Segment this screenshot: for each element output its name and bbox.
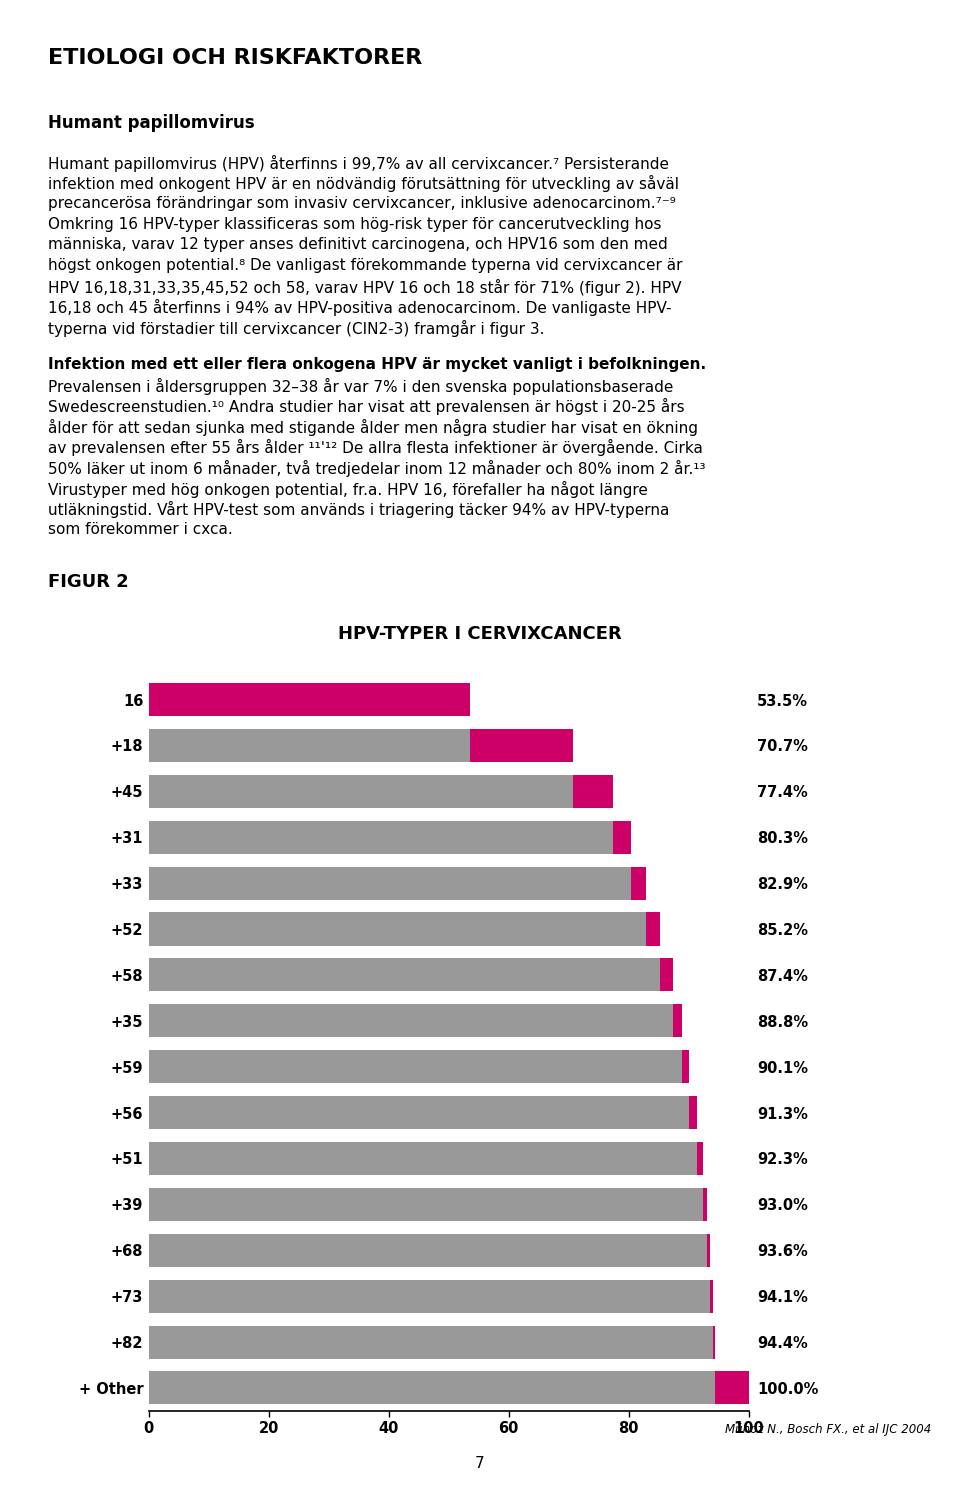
Bar (689, 1096, 697, 1129)
Text: 16,18 och 45 återfinns i 94% av HPV-positiva adenocarcinom. De vanligaste HPV-: 16,18 och 45 återfinns i 94% av HPV-posi… (48, 299, 671, 317)
Text: HPV-TYPER I CERVIXCANCER: HPV-TYPER I CERVIXCANCER (338, 626, 622, 643)
Bar (149, 1005, 673, 1038)
Bar (149, 1142, 697, 1175)
Bar (707, 1233, 710, 1266)
Text: infektion med onkogent HPV är en nödvändig förutsättning för utveckling av såväl: infektion med onkogent HPV är en nödvänd… (48, 175, 679, 193)
Bar (697, 1142, 703, 1175)
Text: typerna vid förstadier till cervixcancer (CIN2-3) framgår i figur 3.: typerna vid förstadier till cervixcancer… (48, 320, 544, 337)
Bar (149, 1188, 703, 1221)
Bar (149, 959, 660, 991)
Text: människa, varav 12 typer anses definitivt carcinogena, och HPV16 som den med: människa, varav 12 typer anses definitiv… (48, 237, 668, 252)
Text: Omkring 16 HPV-typer klassificeras som hög-risk typer för cancerutveckling hos: Omkring 16 HPV-typer klassificeras som h… (48, 216, 661, 231)
Text: ETIOLOGI OCH RISKFAKTORER: ETIOLOGI OCH RISKFAKTORER (48, 48, 422, 67)
Text: av prevalensen efter 55 års ålder ¹¹'¹² De allra flesta infektioner är övergåend: av prevalensen efter 55 års ålder ¹¹'¹² … (48, 439, 703, 457)
Bar (613, 821, 631, 854)
Bar (149, 729, 469, 761)
Bar (673, 1005, 682, 1038)
Text: 7: 7 (475, 1456, 485, 1471)
Bar (149, 1280, 710, 1312)
Bar (149, 821, 613, 854)
Bar (573, 775, 613, 808)
Text: ålder för att sedan sjunka med stigande ålder men några studier har visat en ökn: ålder för att sedan sjunka med stigande … (48, 418, 698, 436)
Bar (149, 866, 631, 900)
Text: precancerösa förändringar som invasiv cervixcancer, inklusive adenocarcinom.⁷⁻⁹: precancerösa förändringar som invasiv ce… (48, 196, 676, 211)
Bar (715, 1372, 749, 1405)
Bar (703, 1188, 707, 1221)
Text: Infektion med ett eller flera onkogena HPV är mycket vanligt i befolkningen.: Infektion med ett eller flera onkogena H… (48, 357, 707, 372)
Text: som förekommer i cxca.: som förekommer i cxca. (48, 523, 232, 537)
Text: Swedescreenstudien.¹⁰ Andra studier har visat att prevalensen är högst i 20-25 å: Swedescreenstudien.¹⁰ Andra studier har … (48, 399, 684, 415)
Bar (631, 866, 646, 900)
Bar (149, 1233, 707, 1266)
Text: FIGUR 2: FIGUR 2 (48, 573, 129, 591)
Text: Münoz N., Bosch FX., et al IJC 2004: Münoz N., Bosch FX., et al IJC 2004 (725, 1423, 931, 1436)
Text: högst onkogen potential.⁸ De vanligast förekommande typerna vid cervixcancer är: högst onkogen potential.⁸ De vanligast f… (48, 258, 683, 273)
Text: Virustyper med hög onkogen potential, fr.a. HPV 16, förefaller ha något längre: Virustyper med hög onkogen potential, fr… (48, 481, 648, 497)
Text: 50% läker ut inom 6 månader, två tredjedelar inom 12 månader och 80% inom 2 år.¹: 50% läker ut inom 6 månader, två tredjed… (48, 460, 706, 478)
Bar (149, 1050, 682, 1084)
Bar (149, 775, 573, 808)
Bar (149, 1372, 715, 1405)
Bar (713, 1326, 715, 1359)
Bar (149, 1326, 713, 1359)
Bar (149, 912, 646, 945)
Bar (149, 682, 469, 717)
Bar (660, 959, 673, 991)
Text: Humant papillomvirus (HPV) återfinns i 99,7% av all cervixcancer.⁷ Persisterande: Humant papillomvirus (HPV) återfinns i 9… (48, 155, 669, 172)
Bar (646, 912, 660, 945)
Text: Humant papillomvirus: Humant papillomvirus (48, 115, 254, 133)
Text: utläkningstid. Vårt HPV-test som används i triagering täcker 94% av HPV-typerna: utläkningstid. Vårt HPV-test som används… (48, 502, 669, 518)
Text: Prevalensen i åldersgruppen 32–38 år var 7% i den svenska populationsbaserade: Prevalensen i åldersgruppen 32–38 år var… (48, 378, 673, 394)
Bar (469, 729, 573, 761)
Bar (149, 1096, 689, 1129)
Text: HPV 16,18,31,33,35,45,52 och 58, varav HPV 16 och 18 står för 71% (figur 2). HPV: HPV 16,18,31,33,35,45,52 och 58, varav H… (48, 279, 682, 296)
Bar (682, 1050, 689, 1084)
Bar (710, 1280, 713, 1312)
